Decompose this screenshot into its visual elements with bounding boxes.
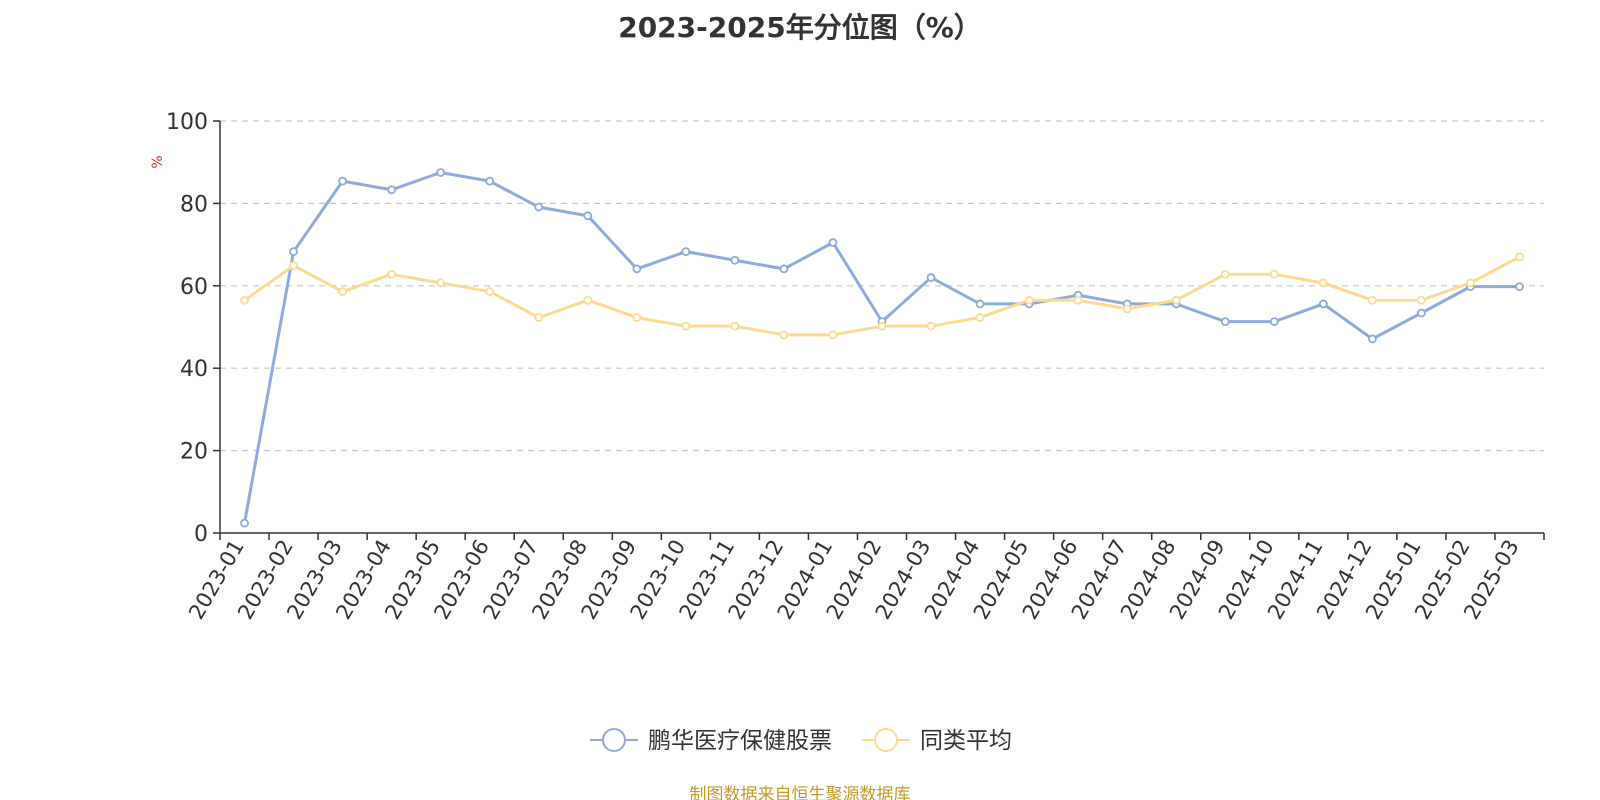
data-point	[1073, 295, 1083, 305]
legend-item[interactable]: 同类平均	[862, 728, 1012, 754]
data-point	[436, 278, 446, 288]
data-point	[681, 321, 691, 331]
legend-label: 鹏华医疗保健股票	[648, 728, 832, 754]
data-point	[387, 185, 397, 195]
data-point	[387, 269, 397, 279]
data-point	[1171, 295, 1181, 305]
data-point	[289, 247, 298, 257]
legend-marker	[874, 728, 898, 752]
data-point	[1417, 295, 1426, 305]
legend-item[interactable]: 鹏华医疗保健股票	[590, 728, 832, 754]
data-point	[485, 176, 495, 186]
data-point	[534, 202, 544, 212]
data-point	[730, 321, 740, 331]
data-point	[1024, 295, 1034, 305]
data-point	[632, 313, 642, 322]
data-point	[1367, 334, 1377, 344]
data-point	[1318, 299, 1328, 309]
data-point	[926, 321, 936, 331]
y-axis-label: %	[150, 155, 166, 168]
data-point	[1269, 269, 1279, 279]
data-point	[240, 518, 249, 528]
data-point	[828, 330, 838, 340]
data-point	[1318, 278, 1328, 288]
data-point	[1417, 308, 1426, 318]
series-line	[243, 171, 1520, 524]
data-point	[1220, 269, 1230, 279]
data-point	[289, 261, 298, 271]
data-point	[877, 321, 887, 331]
data-point	[338, 287, 347, 296]
data-point	[779, 264, 789, 274]
data-point	[1515, 282, 1524, 292]
data-point	[338, 176, 347, 186]
data-point	[779, 330, 789, 340]
y-tick-label: 80	[180, 192, 208, 217]
y-tick-label: 20	[180, 440, 208, 465]
legend-label: 同类平均	[920, 728, 1012, 754]
data-point	[1269, 317, 1279, 327]
y-tick-label: 40	[180, 357, 208, 382]
data-point	[583, 211, 593, 221]
data-point	[1220, 317, 1230, 327]
y-tick-label: 100	[166, 110, 208, 135]
data-point	[926, 273, 936, 282]
data-point	[485, 287, 495, 296]
y-tick-label: 60	[180, 275, 208, 300]
data-point	[1367, 295, 1377, 305]
data-point	[1466, 278, 1475, 288]
data-point	[1515, 252, 1524, 262]
source-note: 制图数据来自恒生聚源数据库	[689, 785, 911, 800]
data-point	[975, 299, 985, 309]
data-point	[681, 247, 691, 257]
data-point	[240, 295, 249, 305]
data-point	[828, 238, 838, 247]
legend[interactable]: 鹏华医疗保健股票 同类平均	[590, 728, 1012, 754]
data-point	[730, 255, 740, 265]
y-tick-label: 0	[194, 522, 208, 547]
data-point	[436, 168, 446, 177]
data-point	[1122, 304, 1132, 314]
data-point	[534, 313, 544, 322]
grid-lines	[220, 120, 1544, 452]
data-point	[975, 313, 985, 322]
series	[240, 168, 1524, 528]
legend-marker	[602, 728, 626, 752]
data-point	[632, 264, 642, 274]
chart-title: 2023-2025年分位图（%）	[618, 11, 982, 44]
data-point	[583, 295, 593, 305]
